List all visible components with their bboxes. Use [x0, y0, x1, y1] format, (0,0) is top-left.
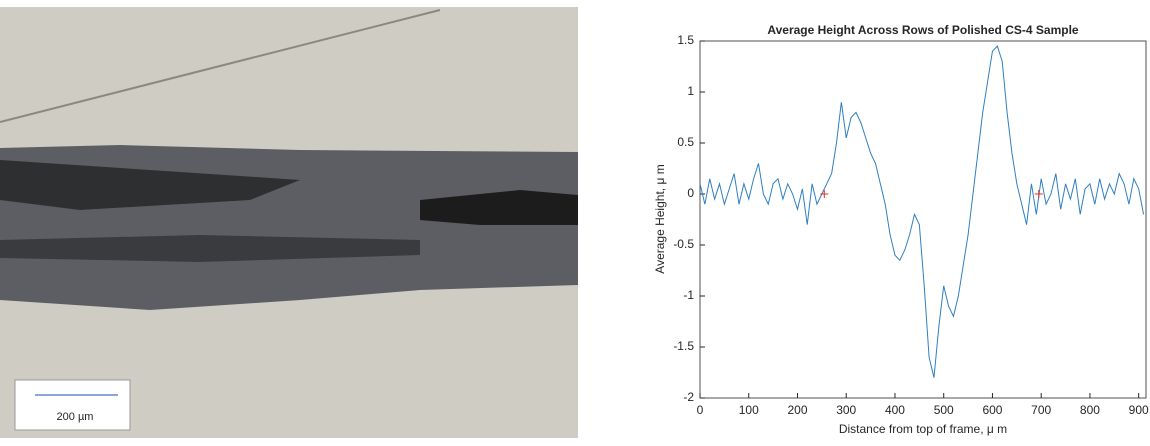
y-tick-label: -1 [683, 288, 694, 302]
marker [820, 190, 829, 198]
dark-region [0, 235, 420, 262]
y-tick-label: -0.5 [673, 237, 694, 251]
x-axis-label: Distance from top of frame, μ m [839, 422, 1007, 436]
scratch [0, 9, 441, 123]
x-tick-label: 900 [1129, 403, 1149, 417]
chart-title: Average Height Across Rows of Polished C… [767, 23, 1079, 37]
micrograph: 200 µm [0, 7, 578, 438]
x-tick-label: 200 [787, 403, 807, 417]
marker [1034, 190, 1043, 198]
dark-region [420, 190, 578, 225]
y-tick-label: 0.5 [677, 135, 694, 149]
x-tick-label: 700 [1031, 403, 1051, 417]
x-tick-label: 600 [982, 403, 1002, 417]
dark-region [0, 160, 300, 210]
y-tick-label: 1 [687, 84, 694, 98]
y-tick-label: -2 [683, 390, 694, 404]
x-tick-label: 400 [885, 403, 905, 417]
x-tick-label: 500 [934, 403, 954, 417]
x-tick-label: 800 [1080, 403, 1100, 417]
data-line [699, 45, 1145, 378]
y-tick-label: 0 [687, 186, 694, 200]
y-tick-label: 1.5 [677, 33, 694, 47]
x-tick-label: 0 [697, 403, 704, 417]
y-tick-label: -1.5 [673, 339, 694, 353]
chart: Average Height Across Rows of Polished C… [653, 23, 1079, 436]
x-tick-label: 300 [836, 403, 856, 417]
x-tick-label: 100 [739, 403, 759, 417]
y-axis-label: Average Height, μ m [653, 164, 667, 273]
scale-bar-label: 200 µm [57, 411, 94, 423]
scale-bar-box [14, 379, 131, 431]
plot-area [699, 40, 1147, 399]
